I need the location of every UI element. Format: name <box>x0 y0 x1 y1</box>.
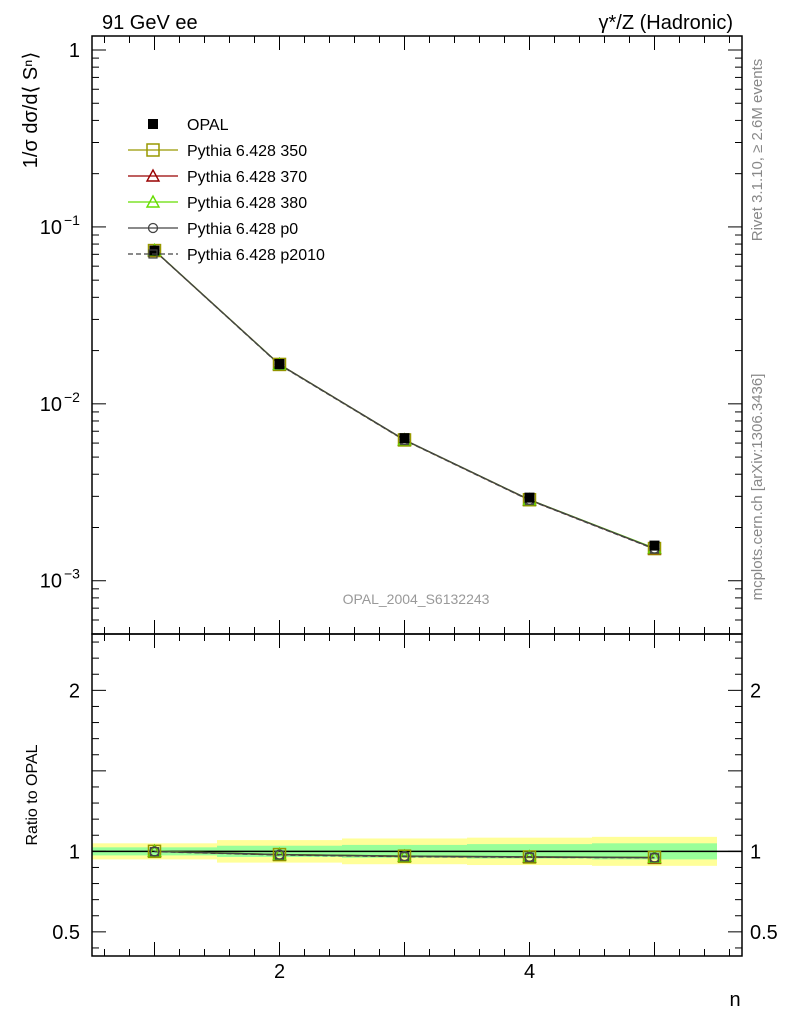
header-left-title: 91 GeV ee <box>102 12 198 34</box>
ratio-series-marker-4 <box>649 853 660 863</box>
mcplots-label: mcplots.cern.ch [arXiv:1306.3436] <box>749 374 766 601</box>
ratio-y-tick-label-left: 2 <box>69 680 80 702</box>
data-point <box>274 358 285 369</box>
legend-entry-label: OPAL <box>187 117 229 134</box>
main-y-tick-exponent: −3 <box>64 566 80 582</box>
ratio-ticks: 0.5 0.5 1 1 2 2 2 4 <box>52 634 778 983</box>
x-axis-label: n <box>729 989 740 1011</box>
ratio-y-tick-label-right: 2 <box>750 680 761 702</box>
main-series-line-3 <box>154 250 655 550</box>
legend-entry-label: Pythia 6.428 350 <box>187 143 307 160</box>
ratio-series-marker-4 <box>274 850 285 860</box>
main-ylabel: 1/σ dσ/d⟨ Sⁿ⟩ <box>20 52 42 169</box>
legend-marker <box>148 249 158 259</box>
legend-marker <box>145 194 161 208</box>
data-point <box>399 433 410 444</box>
main-y-tick-label: 10 <box>40 394 62 416</box>
ratio-series-marker-4 <box>399 852 410 862</box>
ratio-series-marker-4 <box>524 852 535 862</box>
ratio-frame <box>91 633 743 957</box>
header-right-title: γ*/Z (Hadronic) <box>599 12 733 34</box>
legend-marker <box>145 168 161 182</box>
ratio-panel: 0.5 0.5 1 1 2 2 2 4 Ratio to OPAL n <box>24 633 778 1011</box>
main-y-tick-label: 10 <box>40 571 62 593</box>
legend: OPAL Pythia 6.428 350 Pythia 6.428 370 Pyth… <box>128 117 325 264</box>
main-y-tick-label: 1 <box>69 40 80 62</box>
main-y-tick-exponent: −1 <box>64 212 80 228</box>
main-y-tick-label: 10 <box>40 217 62 239</box>
ratio-y-tick-label-left: 1 <box>69 841 80 863</box>
main-series-group <box>147 243 662 556</box>
main-series-line-2 <box>154 249 655 549</box>
x-tick-label: 4 <box>524 961 535 983</box>
legend-entry-label: Pythia 6.428 380 <box>187 195 307 212</box>
data-point <box>524 492 535 503</box>
legend-marker <box>146 143 160 157</box>
main-series-line-0 <box>154 250 655 550</box>
ratio-ylabel: Ratio to OPAL <box>24 744 41 845</box>
rivet-label: Rivet 3.1.10, ≥ 2.6M events <box>749 59 766 242</box>
ratio-series-marker-4 <box>149 847 160 857</box>
data-point <box>649 540 660 551</box>
legend-marker <box>148 119 158 129</box>
ratio-y-tick-label-right: 1 <box>750 841 761 863</box>
legend-marker <box>147 222 159 234</box>
ratio-series-line-4 <box>154 851 655 859</box>
legend-entry-label: Pythia 6.428 p2010 <box>187 247 325 264</box>
ratio-uncertainty-bands <box>92 836 742 866</box>
main-y-tick-exponent: −2 <box>64 389 80 405</box>
main-series-line-1 <box>154 250 655 550</box>
x-tick-label: 2 <box>274 961 285 983</box>
ratio-y-tick-label-right: 0.5 <box>750 922 778 944</box>
ratio-series-group <box>147 843 662 865</box>
legend-entry-label: Pythia 6.428 p0 <box>187 221 298 238</box>
analysis-watermark: OPAL_2004_S6132243 <box>343 591 490 607</box>
main-ticks: 10 −310 −210 −11 <box>40 36 742 635</box>
main-series-line-4 <box>154 250 655 550</box>
legend-entry-label: Pythia 6.428 370 <box>187 169 307 186</box>
ratio-y-tick-label-left: 0.5 <box>52 922 80 944</box>
